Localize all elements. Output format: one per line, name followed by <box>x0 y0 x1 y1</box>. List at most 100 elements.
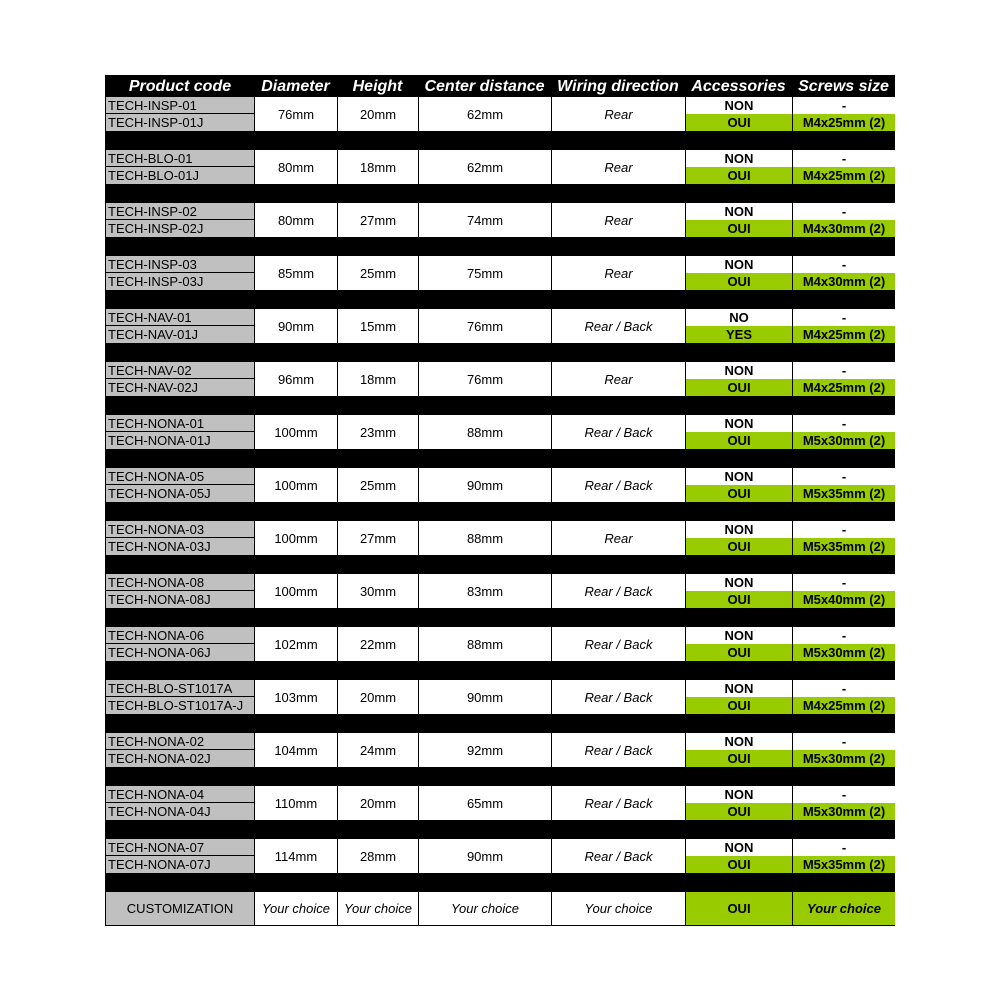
separator <box>106 555 894 574</box>
product-code: TECH-INSP-02 <box>106 203 254 220</box>
wiring-direction: Rear / Back <box>551 839 685 873</box>
center-distance: 65mm <box>418 786 551 820</box>
product-code-j: TECH-NONA-05J <box>106 485 254 502</box>
accessories-no: NON <box>685 415 792 432</box>
screws-size: M5x30mm (2) <box>792 803 895 820</box>
column-header: Center distance <box>424 78 545 95</box>
separator <box>106 820 894 839</box>
wiring-direction: Rear / Back <box>551 574 685 608</box>
product-code-j: TECH-BLO-01J <box>106 167 254 184</box>
diameter: 90mm <box>254 309 337 343</box>
product-group: TECH-BLO-01 TECH-BLO-01J 80mm 18mm 62mm Rear N… <box>106 150 895 184</box>
screws-none: - <box>792 574 895 591</box>
screws-none: - <box>792 521 895 538</box>
center-distance: 88mm <box>418 521 551 555</box>
diameter: 80mm <box>254 150 337 184</box>
center-distance: 75mm <box>418 256 551 290</box>
separator <box>106 184 894 203</box>
height: 20mm <box>337 786 418 820</box>
accessories-yes: OUI <box>685 591 792 608</box>
product-code: TECH-NONA-03 <box>106 521 254 538</box>
customization-accessories: OUI <box>685 892 792 925</box>
product-group: TECH-NONA-02 TECH-NONA-02J 104mm 24mm 92mm Re… <box>106 733 895 767</box>
column-header: Accessories <box>691 78 786 95</box>
customization-wiring: Your choice <box>551 892 685 925</box>
screws-size: M4x25mm (2) <box>792 167 895 184</box>
column-header: Product code <box>128 78 232 95</box>
center-distance: 90mm <box>418 680 551 714</box>
column-header: Screws size <box>798 78 889 95</box>
center-distance: 62mm <box>418 97 551 131</box>
separator <box>106 290 894 309</box>
screws-none: - <box>792 309 895 326</box>
product-group: TECH-NAV-01 TECH-NAV-01J 90mm 15mm 76mm Rear … <box>106 309 895 343</box>
height: 25mm <box>337 256 418 290</box>
product-code-j: TECH-BLO-ST1017A-J <box>106 697 254 714</box>
height: 23mm <box>337 415 418 449</box>
screws-none: - <box>792 680 895 697</box>
accessories-yes: YES <box>685 326 792 343</box>
accessories-no: NON <box>685 468 792 485</box>
product-code: TECH-NAV-02 <box>106 362 254 379</box>
screws-size: M5x30mm (2) <box>792 750 895 767</box>
product-code: TECH-NONA-01 <box>106 415 254 432</box>
product-code-j: TECH-NONA-01J <box>106 432 254 449</box>
screws-none: - <box>792 415 895 432</box>
wiring-direction: Rear / Back <box>551 468 685 502</box>
screws-none: - <box>792 627 895 644</box>
center-distance: 76mm <box>418 309 551 343</box>
accessories-no: NON <box>685 256 792 273</box>
wiring-direction: Rear <box>551 521 685 555</box>
diameter: 110mm <box>254 786 337 820</box>
product-code-j: TECH-NONA-07J <box>106 856 254 873</box>
product-code-j: TECH-INSP-03J <box>106 273 254 290</box>
screws-none: - <box>792 150 895 167</box>
accessories-no: NON <box>685 839 792 856</box>
accessories-yes: OUI <box>685 485 792 502</box>
diameter: 80mm <box>254 203 337 237</box>
wiring-direction: Rear <box>551 97 685 131</box>
screws-size: M4x25mm (2) <box>792 326 895 343</box>
product-group: TECH-NONA-07 TECH-NONA-07J 114mm 28mm 90mm Re… <box>106 839 895 873</box>
screws-none: - <box>792 256 895 273</box>
separator <box>106 343 894 362</box>
product-code-j: TECH-INSP-02J <box>106 220 254 237</box>
product-code: TECH-NONA-04 <box>106 786 254 803</box>
separator <box>106 502 894 521</box>
diameter: 100mm <box>254 521 337 555</box>
product-group: TECH-INSP-02 TECH-INSP-02J 80mm 27mm 74mm Rea… <box>106 203 895 237</box>
table-header: Product code Diameter Height Center distanc… <box>106 76 894 97</box>
customization-code: CUSTOMIZATION <box>106 892 254 925</box>
center-distance: 88mm <box>418 415 551 449</box>
column-header: Diameter <box>261 78 330 95</box>
center-distance: 62mm <box>418 150 551 184</box>
height: 20mm <box>337 97 418 131</box>
screws-size: M4x25mm (2) <box>792 379 895 396</box>
height: 27mm <box>337 521 418 555</box>
wiring-direction: Rear <box>551 203 685 237</box>
accessories-yes: OUI <box>685 644 792 661</box>
product-group: TECH-NONA-05 TECH-NONA-05J 100mm 25mm 90mm Re… <box>106 468 895 502</box>
screws-none: - <box>792 468 895 485</box>
screws-size: M5x35mm (2) <box>792 538 895 555</box>
diameter: 100mm <box>254 415 337 449</box>
height: 28mm <box>337 839 418 873</box>
accessories-no: NON <box>685 362 792 379</box>
accessories-yes: OUI <box>685 538 792 555</box>
separator <box>106 661 894 680</box>
center-distance: 90mm <box>418 468 551 502</box>
diameter: 96mm <box>254 362 337 396</box>
center-distance: 92mm <box>418 733 551 767</box>
screws-none: - <box>792 733 895 750</box>
accessories-yes: OUI <box>685 220 792 237</box>
screws-size: M5x30mm (2) <box>792 644 895 661</box>
product-group: TECH-NONA-01 TECH-NONA-01J 100mm 23mm 88mm Re… <box>106 415 895 449</box>
separator <box>106 767 894 786</box>
accessories-yes: OUI <box>685 432 792 449</box>
wiring-direction: Rear <box>551 362 685 396</box>
separator <box>106 873 894 892</box>
customization-diameter: Your choice <box>254 892 337 925</box>
wiring-direction: Rear / Back <box>551 627 685 661</box>
accessories-no: NON <box>685 203 792 220</box>
screws-size: M5x40mm (2) <box>792 591 895 608</box>
